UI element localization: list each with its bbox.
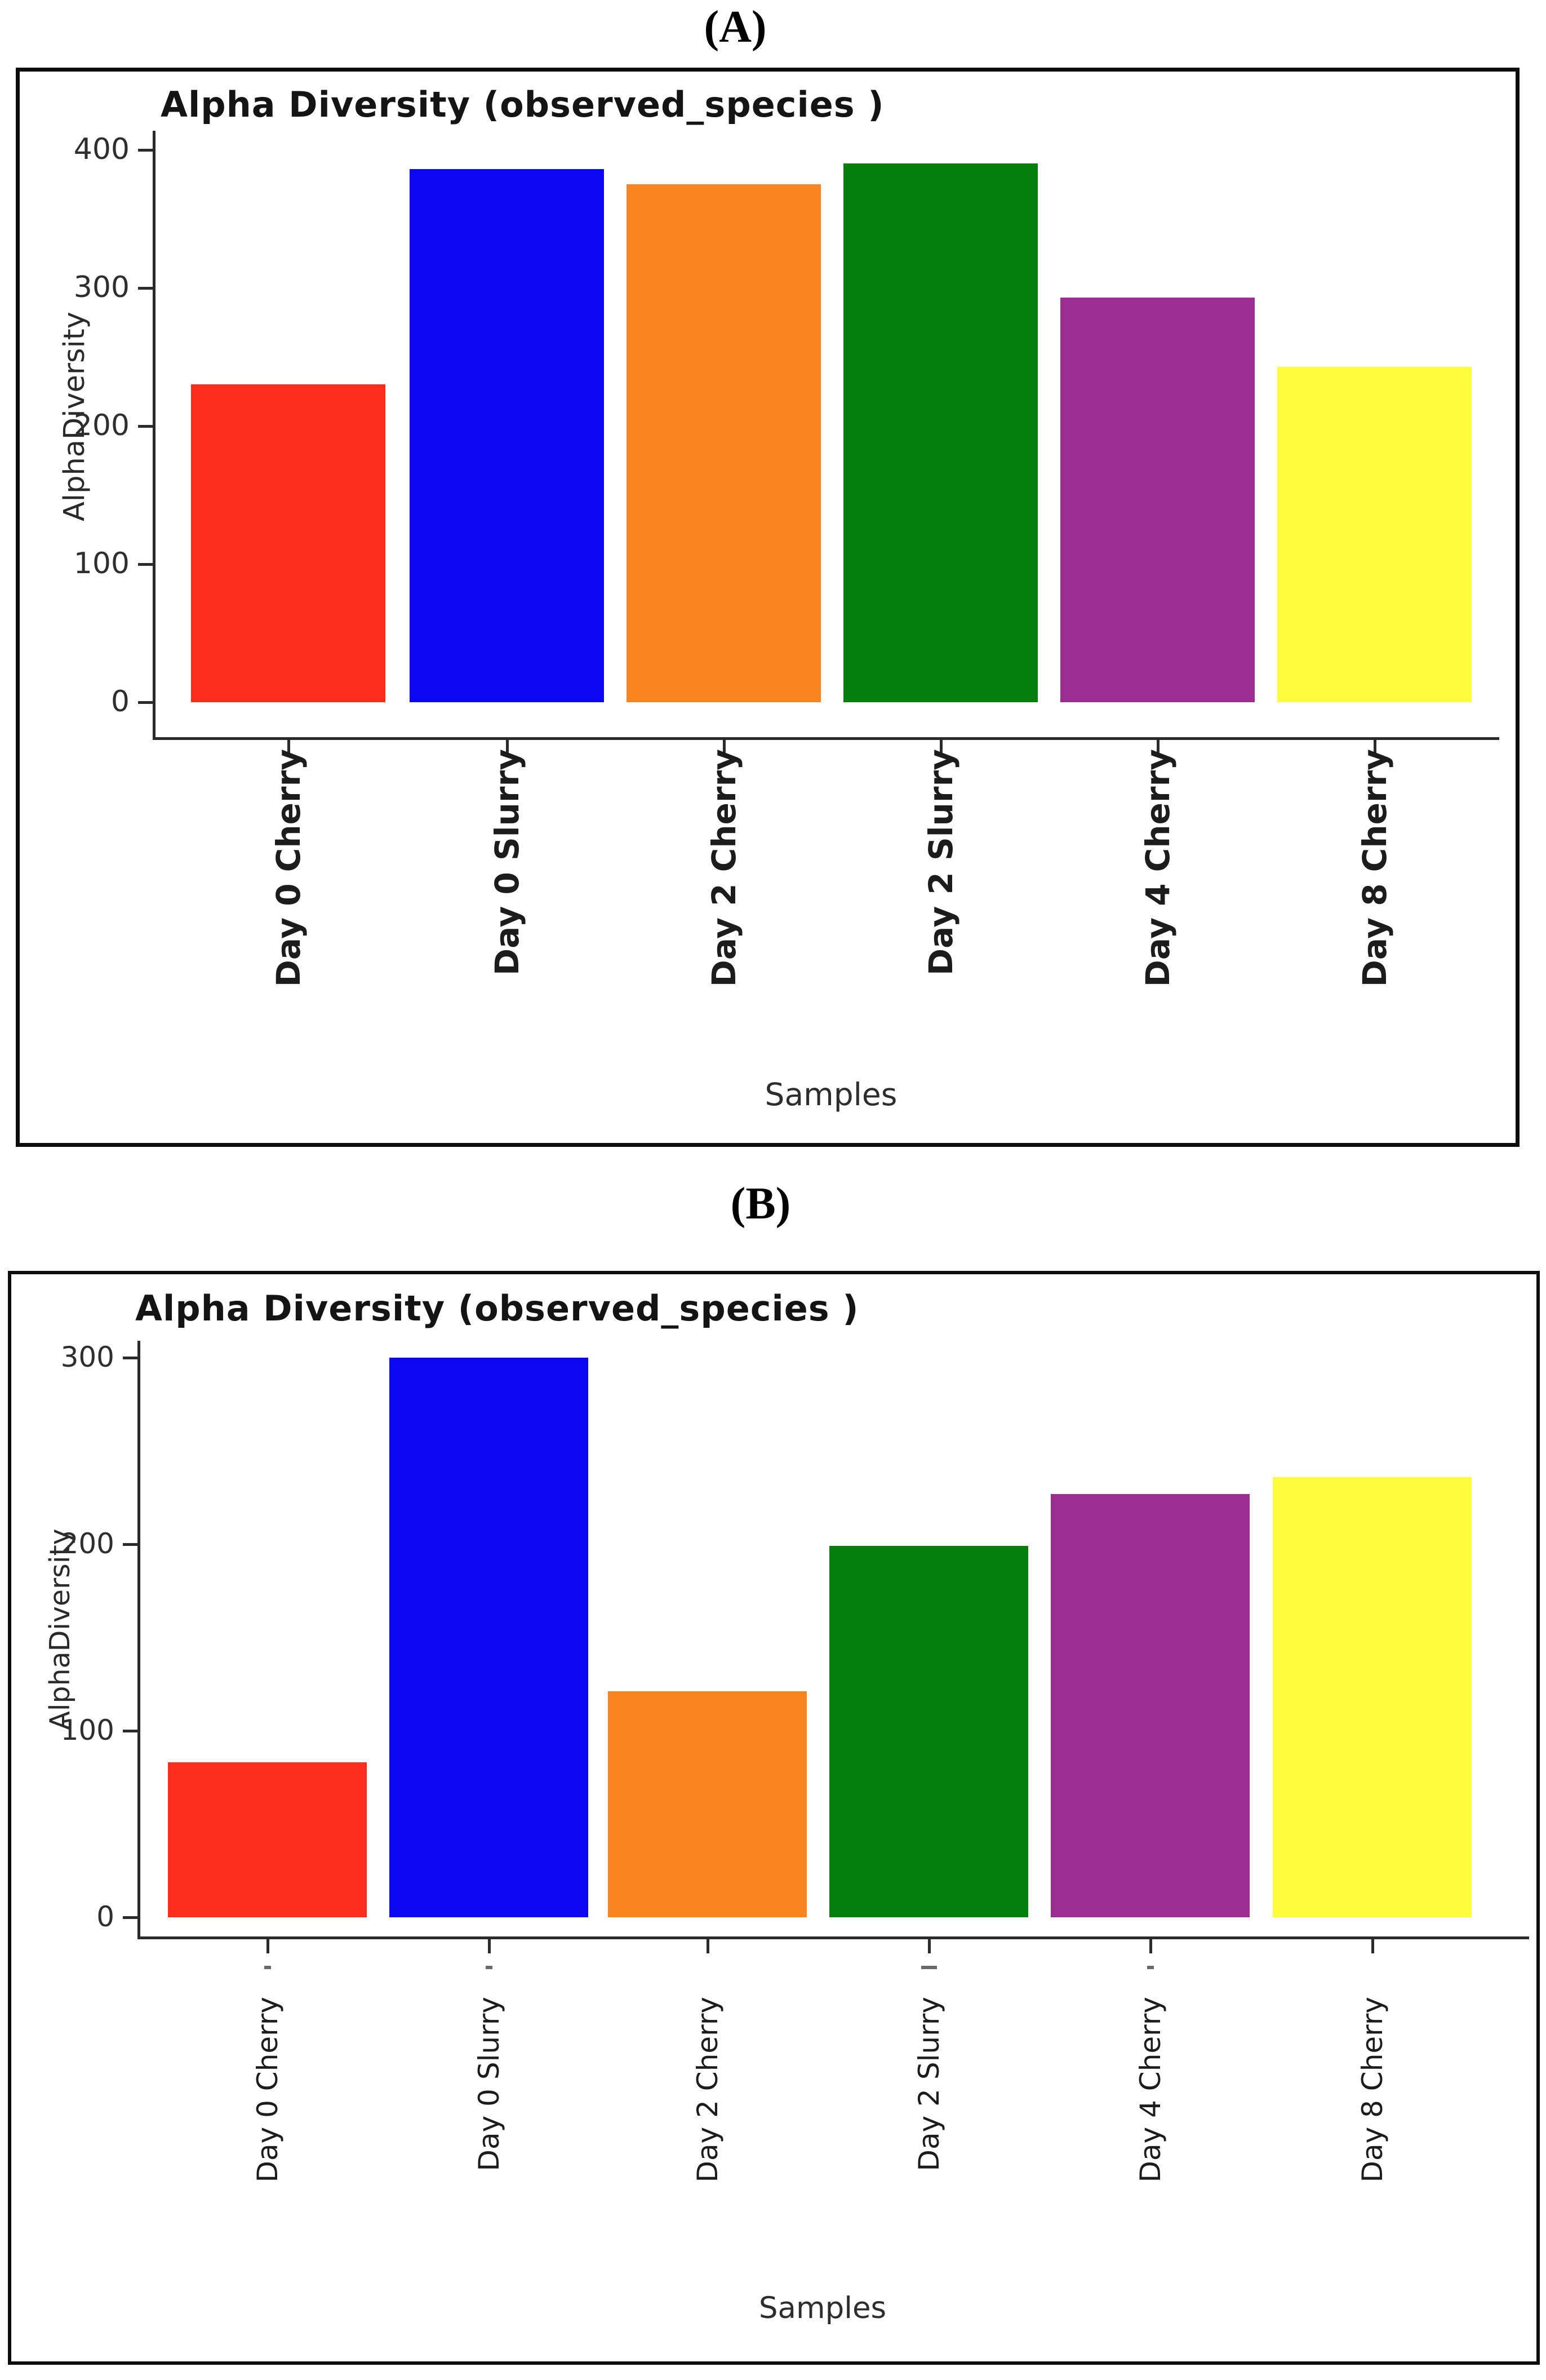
x-tick-label-day-4-cherry: Day 4 Cherry [1138,749,1177,987]
y-tick-label: 0 [96,1900,114,1933]
x-tick-label-day-2-cherry: Day 2 Cherry [704,749,743,987]
x-tick-label-day-4-cherry: Day 4 Cherry [1134,1997,1167,2183]
axis-residual-mark [1147,1966,1154,1969]
y-tick-mark [138,287,153,290]
y-tick-label: 400 [73,132,130,166]
x-tick-mark [1371,1936,1374,1953]
bar-day-4-cherry [1051,1494,1250,1917]
x-tick-mark [266,1936,269,1953]
x-tick-mark [722,737,726,755]
x-tick-label-day-8-cherry: Day 8 Cherry [1355,749,1394,987]
chart-b-y-axis-label: AlphaDiversity [44,1528,76,1730]
y-tick-label: 300 [60,1341,114,1373]
x-tick-mark [939,737,943,755]
bar-day-4-cherry [1060,298,1255,702]
panel-b: Alpha Diversity (observed_species ) Alph… [8,1271,1540,2365]
y-tick-mark [123,1730,137,1732]
x-tick-mark [487,1936,491,1953]
axis-residual-mark [264,1966,271,1969]
y-tick-label: 100 [60,1714,114,1747]
bar-day-8-cherry [1277,367,1472,702]
bar-day-2-slurry [829,1546,1028,1917]
chart-a-x-axis-label: Samples [765,1076,898,1113]
bar-day-0-cherry [168,1762,367,1917]
x-tick-label-day-8-cherry: Day 8 Cherry [1356,1997,1389,2183]
bar-day-2-cherry [627,184,821,702]
chart-b-y-axis-line [137,1341,140,1939]
y-tick-label: 200 [60,1527,114,1560]
x-tick-label-day-0-slurry: Day 0 Slurry [487,749,526,976]
x-tick-mark [1149,1936,1152,1953]
y-tick-mark [138,425,153,428]
chart-b-title: Alpha Diversity (observed_species ) [135,1288,859,1329]
panel-a: Alpha Diversity (observed_species ) Alph… [16,68,1520,1147]
chart-a-title: Alpha Diversity (observed_species ) [161,84,885,125]
axis-residual-mark [921,1966,937,1969]
x-tick-label-day-2-slurry: Day 2 Slurry [912,1997,945,2171]
y-tick-label: 200 [73,408,130,442]
x-tick-mark [706,1936,709,1953]
y-tick-label: 100 [73,546,130,580]
bar-day-0-slurry [410,169,604,702]
x-tick-mark [1156,737,1160,755]
bar-day-0-cherry [191,384,385,702]
chart-a-x-axis-line [153,737,1499,740]
axis-residual-mark [485,1966,492,1969]
y-tick-mark [138,149,153,152]
y-tick-mark [123,1543,137,1546]
bar-day-2-slurry [843,163,1038,702]
x-tick-label-day-2-cherry: Day 2 Cherry [691,1997,724,2183]
panel-b-letter: (B) [730,1179,791,1229]
bar-day-0-slurry [389,1358,588,1917]
y-tick-mark [138,701,153,704]
bar-day-2-cherry [608,1691,807,1917]
bar-day-8-cherry [1273,1477,1472,1917]
panel-a-letter: (A) [704,2,767,52]
y-tick-mark [138,563,153,566]
x-tick-mark [1373,737,1376,755]
x-tick-label-day-0-slurry: Day 0 Slurry [472,1997,505,2171]
x-tick-mark [287,737,290,755]
chart-a-y-axis-line [153,131,156,739]
x-tick-label-day-0-cherry: Day 0 Cherry [269,749,308,987]
y-tick-mark [123,1916,137,1919]
y-tick-label: 300 [73,270,130,304]
x-tick-label-day-2-slurry: Day 2 Slurry [921,749,960,976]
y-tick-label: 0 [110,684,130,719]
x-tick-mark [927,1936,931,1953]
chart-b-x-axis-line [137,1936,1529,1939]
y-tick-mark [123,1357,137,1359]
x-tick-label-day-0-cherry: Day 0 Cherry [251,1997,284,2183]
x-tick-mark [505,737,509,755]
chart-b-x-axis-label: Samples [758,2291,887,2325]
